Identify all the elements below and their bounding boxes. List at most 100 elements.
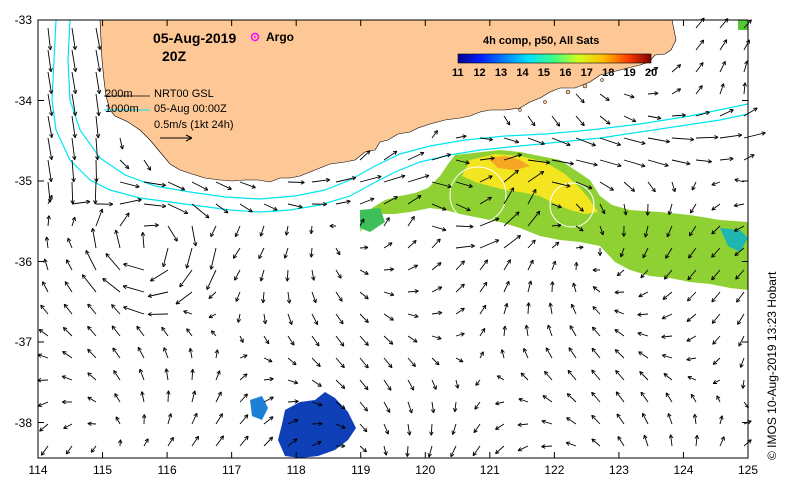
lon-tick-label: 119: [351, 463, 371, 477]
current-arrow: [591, 347, 601, 359]
current-arrow: [161, 326, 169, 337]
current-arrow: [495, 445, 505, 455]
info-line-3: 0.5m/s (1kt 24h): [154, 119, 234, 131]
current-arrow: [548, 302, 553, 315]
current-arrow: [335, 291, 343, 302]
current-arrow: [239, 354, 248, 359]
current-arrow: [711, 181, 721, 186]
current-arrow: [407, 379, 415, 391]
current-arrow: [551, 115, 561, 127]
current-arrow: [191, 412, 198, 425]
lat-tick-label: -36: [14, 254, 32, 269]
current-arrow: [719, 415, 724, 425]
current-arrow: [550, 281, 555, 293]
current-arrow: [215, 370, 221, 381]
current-arrow: [614, 309, 625, 315]
colorbar-tick-label: 12: [473, 67, 486, 79]
current-arrow: [263, 436, 274, 447]
current-arrow: [643, 225, 649, 238]
current-arrow: [503, 169, 519, 183]
current-arrow: [183, 310, 193, 315]
current-arrow: [663, 373, 673, 381]
current-arrow: [44, 236, 50, 249]
current-arrow: [716, 395, 721, 403]
current-arrow: [259, 225, 265, 237]
current-arrow: [616, 269, 625, 277]
current-arrow: [119, 137, 124, 150]
current-arrow: [495, 401, 505, 406]
current-arrow: [239, 203, 253, 213]
current-arrow: [167, 436, 174, 447]
current-arrow: [112, 347, 121, 359]
current-arrow: [137, 346, 145, 359]
current-arrow: [668, 434, 674, 447]
current-arrow: [175, 291, 193, 305]
current-arrow: [692, 413, 698, 425]
current-arrow: [311, 177, 331, 183]
current-arrow: [719, 133, 743, 139]
colorbar-tick-label: 18: [602, 67, 615, 79]
current-arrow: [335, 313, 344, 325]
map-date: 05-Aug-2019: [153, 30, 237, 46]
current-arrow: [234, 225, 241, 238]
current-arrow: [118, 439, 123, 447]
current-arrow: [311, 202, 327, 207]
current-arrow: [407, 335, 418, 343]
current-arrow: [47, 115, 54, 138]
current-arrow: [527, 210, 541, 227]
current-arrow: [575, 225, 584, 232]
current-arrow: [383, 401, 391, 413]
current-arrow: [215, 203, 229, 214]
current-arrow: [711, 203, 721, 211]
current-arrow: [665, 392, 673, 403]
current-arrow: [686, 356, 697, 362]
current-arrow: [287, 180, 305, 185]
current-arrow: [87, 303, 97, 315]
current-arrow: [263, 396, 274, 403]
current-arrow: [671, 159, 691, 166]
current-arrow: [119, 181, 140, 189]
colorbar-tick-label: 14: [516, 67, 529, 79]
lat-tick-label: -33: [14, 13, 32, 27]
current-arrow: [520, 372, 529, 381]
current-arrow: [311, 421, 323, 426]
current-arrow: [479, 156, 495, 161]
current-arrow: [638, 291, 649, 298]
current-arrow: [71, 199, 91, 205]
current-arrow: [431, 310, 443, 316]
current-arrow: [637, 331, 649, 337]
contour-200m-label: 200m: [105, 88, 133, 100]
current-arrow: [47, 27, 53, 51]
current-arrow: [455, 224, 474, 229]
current-arrow: [311, 335, 320, 347]
current-arrow: [591, 369, 601, 381]
current-arrow: [733, 203, 745, 208]
info-line-2: 05-Aug 00:00Z: [154, 103, 227, 115]
current-arrow: [208, 291, 217, 300]
colorbar-tick-label: 15: [537, 67, 551, 79]
current-arrow: [140, 391, 145, 403]
current-arrow: [179, 269, 193, 288]
current-arrow: [671, 181, 677, 193]
current-arrow: [503, 153, 523, 161]
current-arrow: [311, 357, 321, 368]
current-arrow: [215, 435, 224, 447]
current-arrow: [430, 401, 436, 414]
current-arrow: [383, 174, 406, 183]
current-arrow: [666, 225, 673, 238]
current-arrow: [335, 423, 346, 429]
current-arrow: [711, 291, 721, 303]
current-arrow: [359, 313, 369, 324]
current-arrow: [81, 274, 97, 293]
current-arrow: [383, 242, 393, 249]
current-arrow: [738, 335, 745, 347]
current-arrow: [71, 27, 78, 50]
current-arrow: [383, 445, 388, 456]
current-arrow: [383, 357, 393, 369]
current-arrow: [407, 195, 422, 205]
current-arrow: [575, 181, 593, 190]
current-arrow: [479, 175, 493, 183]
current-arrow: [502, 325, 507, 337]
current-arrow: [615, 391, 625, 403]
current-arrow: [234, 269, 241, 281]
